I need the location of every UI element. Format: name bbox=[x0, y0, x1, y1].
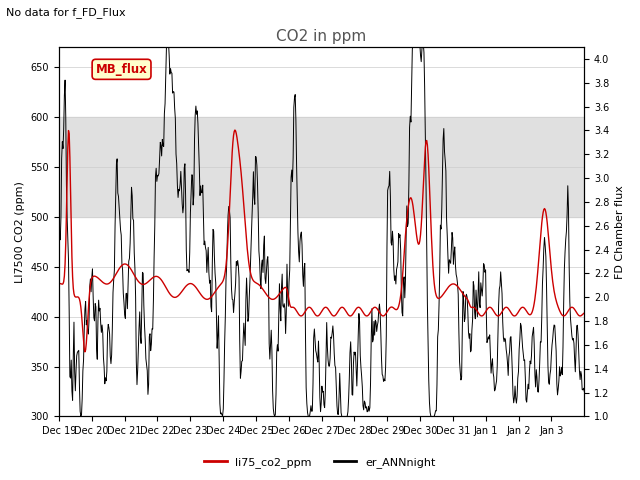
Title: CO2 in ppm: CO2 in ppm bbox=[276, 29, 367, 44]
Bar bbox=[59, 117, 584, 217]
Legend: li75_co2_ppm, er_ANNnight: li75_co2_ppm, er_ANNnight bbox=[200, 452, 440, 472]
Y-axis label: LI7500 CO2 (ppm): LI7500 CO2 (ppm) bbox=[15, 181, 25, 283]
Text: No data for f_FD_Flux: No data for f_FD_Flux bbox=[6, 7, 126, 18]
Y-axis label: FD Chamber flux: FD Chamber flux bbox=[615, 185, 625, 279]
Text: MB_flux: MB_flux bbox=[95, 63, 147, 76]
